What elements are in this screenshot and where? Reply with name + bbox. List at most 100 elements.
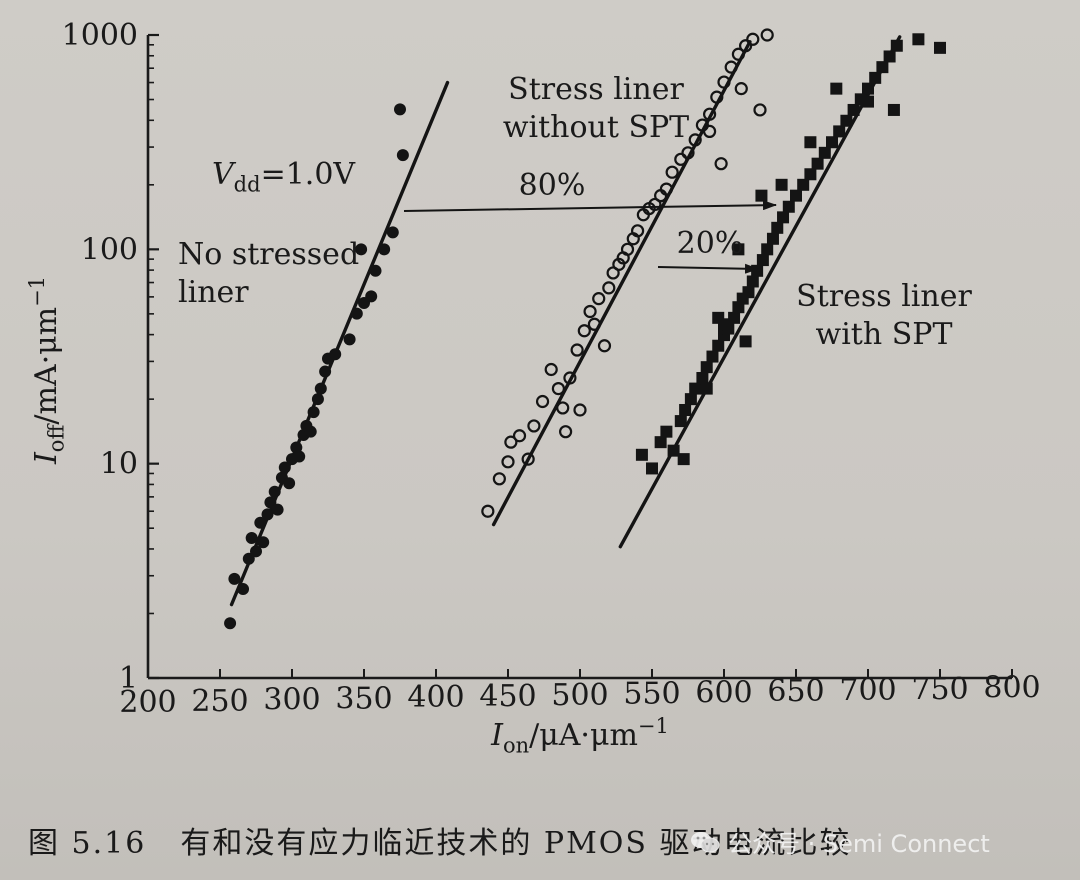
x-tick-label: 300 (263, 683, 320, 718)
point-no-stressed-liner (257, 536, 270, 549)
point-stress-liner-without-spt (583, 304, 597, 319)
x-tick-label: 500 (551, 678, 608, 713)
series-label: No stressed (178, 237, 359, 272)
point-no-stressed-liner (245, 531, 258, 544)
point-stress-liner-with-spt (712, 311, 725, 324)
point-stress-liner-without-spt (746, 32, 760, 46)
point-stress-liner-with-spt (804, 136, 817, 149)
point-no-stressed-liner (261, 508, 274, 521)
point-no-stressed-liner (343, 333, 356, 346)
improvement-20-label: 20% (677, 226, 744, 261)
point-no-stressed-liner (378, 243, 391, 256)
point-stress-liner-without-spt (521, 452, 535, 466)
point-stress-liner-with-spt (811, 157, 824, 170)
x-tick-label: 200 (119, 685, 176, 720)
point-no-stressed-liner (386, 226, 399, 239)
point-stress-liner-with-spt (679, 403, 692, 416)
point-stress-liner-without-spt (731, 47, 746, 61)
point-no-stressed-liner (290, 441, 303, 454)
point-stress-liner-with-spt (739, 335, 752, 348)
point-no-stressed-liner (283, 477, 296, 490)
point-stress-liner-with-spt (689, 382, 702, 395)
chart-labels: Ion/μA·μm−1 Ioff/mA·μm−1 80% 20% Vdd=1.0V No … (25, 72, 972, 758)
point-stress-liner-with-spt (862, 95, 874, 108)
point-stress-liner-without-spt (597, 339, 612, 353)
y-tick-label: 10 (100, 447, 138, 482)
point-no-stressed-liner (319, 365, 332, 378)
point-stress-liner-without-spt (630, 224, 645, 238)
x-axis-label: Ion/μA·μm−1 (490, 714, 669, 758)
y-tick-label: 1 (119, 661, 138, 696)
point-no-stressed-liner (394, 103, 406, 116)
point-stress-liner-with-spt (677, 453, 690, 466)
caption-number: 图 5.16 (28, 826, 147, 861)
point-stress-liner-with-spt (728, 311, 741, 324)
point-stress-liner-with-spt (742, 286, 755, 299)
wechat-icon (691, 831, 720, 852)
axis-ticks: 200 250 300 350 400 450 500 550 600 650 700 750 800 1… (62, 18, 1041, 720)
point-no-stressed-liner (314, 382, 327, 395)
point-stress-liner-with-spt (883, 50, 896, 63)
point-stress-liner-without-spt (573, 403, 587, 417)
point-stress-liner-without-spt (527, 419, 541, 433)
x-tick-label: 600 (695, 675, 752, 710)
point-stress-liner-with-spt (804, 168, 817, 181)
x-tick-label: 350 (335, 681, 392, 716)
point-stress-liner-without-spt (760, 28, 774, 42)
caption-text: 有和没有应力临近技术的 PMOS 驱动电流比较 (180, 826, 852, 861)
point-no-stressed-liner (237, 583, 250, 596)
point-no-stressed-liner (307, 406, 320, 419)
point-stress-liner-without-spt (501, 455, 515, 469)
fit-line (618, 35, 902, 549)
point-stress-liner-without-spt (620, 242, 635, 256)
point-stress-liner-without-spt (665, 165, 679, 179)
point-stress-liner-with-spt (755, 189, 768, 202)
point-stress-liner-without-spt (577, 324, 591, 338)
point-stress-liner-without-spt (556, 401, 570, 415)
point-stress-liner-without-spt (551, 381, 566, 396)
y-axis-label: Ioff/mA·μm−1 (25, 276, 69, 465)
point-stress-liner-with-spt (700, 361, 713, 374)
point-stress-liner-with-spt (684, 393, 697, 406)
point-stress-liner-with-spt (777, 211, 790, 224)
series-label: without SPT (503, 110, 689, 145)
point-stress-liner-with-spt (782, 200, 795, 213)
point-no-stressed-liner (329, 348, 342, 361)
y-tick-label: 1000 (62, 18, 138, 53)
point-stress-liner-with-spt (869, 71, 882, 84)
point-no-stressed-liner (355, 243, 368, 256)
point-no-stressed-liner (254, 516, 267, 529)
x-tick-label: 800 (983, 671, 1040, 706)
point-stress-liner-with-spt (646, 462, 658, 475)
point-stress-liner-with-spt (887, 103, 900, 116)
point-stress-liner-with-spt (830, 82, 843, 95)
point-stress-liner-with-spt (876, 61, 889, 74)
watermark-text: 公众号 · Semi Connect (728, 830, 990, 858)
point-stress-liner-with-spt (700, 382, 713, 395)
point-stress-liner-without-spt (504, 435, 518, 449)
point-stress-liner-with-spt (706, 350, 719, 363)
point-no-stressed-liner (278, 461, 291, 474)
point-stress-liner-without-spt (592, 292, 606, 306)
x-tick-label: 550 (623, 677, 680, 712)
vdd-label: Vdd=1.0V (212, 157, 356, 197)
point-stress-liner-without-spt (681, 146, 695, 160)
x-tick-label: 450 (479, 679, 536, 714)
point-stress-liner-with-spt (751, 264, 764, 277)
point-stress-liner-without-spt (714, 157, 728, 171)
point-stress-liner-without-spt (558, 425, 573, 439)
point-no-stressed-liner (250, 545, 262, 558)
point-no-stressed-liner (304, 425, 317, 438)
point-stress-liner-without-spt (702, 107, 717, 121)
point-stress-liner-with-spt (746, 275, 759, 288)
point-stress-liner-with-spt (797, 178, 810, 191)
point-no-stressed-liner (365, 290, 378, 303)
y-tick-label: 100 (81, 232, 138, 267)
point-no-stressed-liner (311, 393, 324, 406)
point-stress-liner-with-spt (712, 339, 725, 352)
point-stress-liner-with-spt (667, 444, 680, 457)
point-stress-liner-without-spt (710, 90, 724, 104)
arrow-20-percent (657, 263, 759, 274)
iv-scatter-chart: 200 250 300 350 400 450 500 550 600 650 700 750 800 1… (25, 18, 1041, 758)
